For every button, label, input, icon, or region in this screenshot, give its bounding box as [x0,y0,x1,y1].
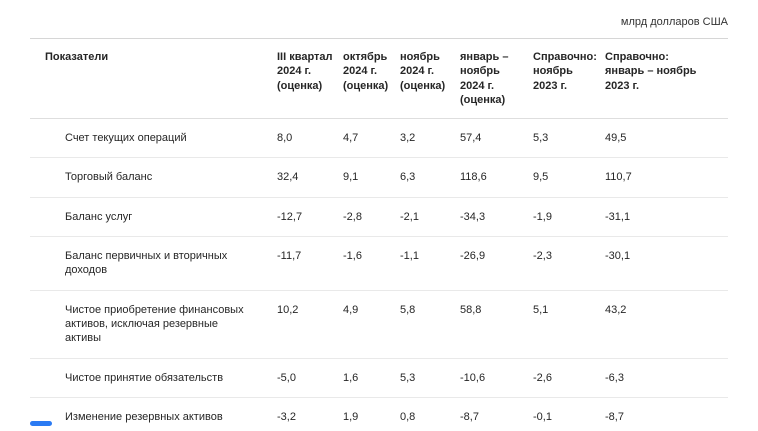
cell: -8,7 [460,397,533,431]
cell: 5,1 [533,290,605,359]
units-label: млрд долларов США [620,16,728,28]
cell: 110,7 [605,157,728,198]
cell: 5,8 [400,290,460,359]
cell: 0,8 [400,397,460,431]
balance-of-payments-table: Показатели III квартал 2024 г. (оценка) … [30,37,728,431]
table-row: Баланс первичных и вторичных доходов -11… [30,236,728,291]
table-row: Баланс услуг -12,7 -2,8 -2,1 -34,3 -1,9 … [30,197,728,238]
cell: 3,2 [400,118,460,159]
row-label: Чистое приобретение финансовых активов, … [30,290,277,359]
column-header-oct-2024: октябрь 2024 г. (оценка) [343,37,400,120]
header-row: Показатели III квартал 2024 г. (оценка) … [30,37,728,120]
cell: 9,1 [343,157,400,198]
cell: 4,7 [343,118,400,159]
cell: 5,3 [533,118,605,159]
row-label: Баланс первичных и вторичных доходов [30,236,277,291]
cell: 8,0 [277,118,343,159]
cell: 6,3 [400,157,460,198]
cell: -2,8 [343,197,400,238]
row-label: Торговый баланс [30,157,277,198]
row-label: Баланс услуг [30,197,277,238]
cell: 32,4 [277,157,343,198]
cell: -2,1 [400,197,460,238]
cell: -0,1 [533,397,605,431]
column-header-nov-2024: ноябрь 2024 г. (оценка) [400,37,460,120]
cell: -34,3 [460,197,533,238]
table-row: Чистое приобретение финансовых активов, … [30,290,728,359]
cell: -12,7 [277,197,343,238]
column-header-ref-nov-2023: Справочно: ноябрь 2023 г. [533,37,605,120]
cell: 1,9 [343,397,400,431]
cell: -1,1 [400,236,460,291]
cell: 43,2 [605,290,728,359]
column-header-ref-jan-nov-2023: Справочно: январь – ноябрь 2023 г. [605,37,728,120]
cell: 58,8 [460,290,533,359]
cell: 57,4 [460,118,533,159]
cell: -6,3 [605,358,728,398]
cell: 9,5 [533,157,605,198]
cell: 10,2 [277,290,343,359]
column-header-q3-2024: III квартал 2024 г. (оценка) [277,37,343,120]
column-header-indicators: Показатели [30,37,277,120]
cell: -30,1 [605,236,728,291]
cell: -31,1 [605,197,728,238]
cell: 4,9 [343,290,400,359]
table-row: Счет текущих операций 8,0 4,7 3,2 57,4 5… [30,118,728,159]
cell: 5,3 [400,358,460,398]
table-row: Чистое принятие обязательств -5,0 1,6 5,… [30,358,728,398]
cell: -3,2 [277,397,343,431]
cell: 118,6 [460,157,533,198]
table-row: Торговый баланс 32,4 9,1 6,3 118,6 9,5 1… [30,157,728,198]
row-label: Счет текущих операций [30,118,277,159]
cell: 49,5 [605,118,728,159]
cell: -11,7 [277,236,343,291]
column-header-jan-nov-2024: январь – ноябрь 2024 г. (оценка) [460,37,533,120]
cell: -1,9 [533,197,605,238]
cell: -26,9 [460,236,533,291]
horizontal-scrollbar-thumb[interactable] [30,421,52,426]
row-label: Чистое принятие обязательств [30,358,277,398]
table-row: Изменение резервных активов -3,2 1,9 0,8… [30,397,728,431]
cell: -2,6 [533,358,605,398]
cell: 1,6 [343,358,400,398]
cell: -2,3 [533,236,605,291]
cell: -1,6 [343,236,400,291]
cell: -10,6 [460,358,533,398]
cell: -8,7 [605,397,728,431]
row-label: Изменение резервных активов [30,397,277,431]
cell: -5,0 [277,358,343,398]
